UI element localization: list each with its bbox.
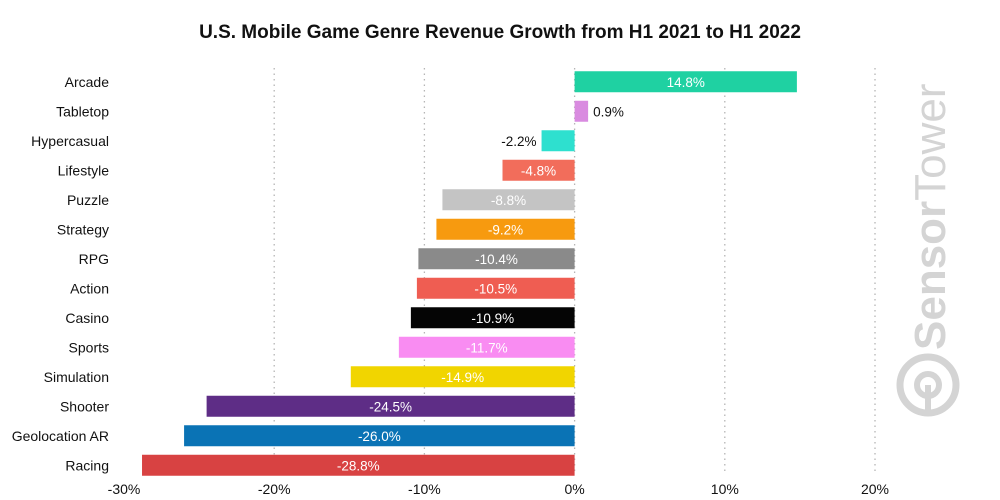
data-label: -10.4% [475,252,518,267]
bar [398,336,575,358]
bar [206,395,575,417]
bar [416,277,575,299]
sensortower-logo-icon [896,353,960,417]
bars-layer: 14.8% 0.9% -2.2% -4.8% -8.8% -9.2% -10.4% -10.5… [142,71,797,476]
data-label: -2.2% [501,134,536,149]
category-label: Lifestyle [58,162,110,178]
data-label: -11.7% [466,340,508,355]
category-label: Arcade [65,74,110,90]
bar [410,307,575,329]
data-label: -9.2% [488,222,523,237]
category-label: Shooter [60,398,109,414]
data-label: 14.8% [667,75,705,90]
category-label: Puzzle [67,192,109,208]
category-axis: Arcade Tabletop Hypercasual Lifestyle Puzzle… [12,74,110,474]
bar [442,189,575,211]
data-label: -10.9% [471,311,514,326]
bar [574,71,797,93]
watermark-text: SensorTower [906,83,955,350]
category-label: Strategy [57,221,109,237]
category-label: Racing [65,457,109,473]
chart-title: U.S. Mobile Game Genre Revenue Growth fr… [199,22,801,43]
data-label: -4.8% [521,163,556,178]
bar [142,454,575,476]
data-label: -24.5% [369,399,412,414]
bar [418,248,575,270]
bar [436,218,575,240]
category-label: Tabletop [56,103,109,119]
category-label: Hypercasual [31,133,109,149]
data-label: 0.9% [593,104,624,119]
data-label: -28.8% [337,458,380,473]
bar [502,159,575,181]
x-tick-label: 0% [564,481,584,497]
category-label: Casino [65,310,109,326]
data-label: -8.8% [491,193,526,208]
category-label: Action [70,280,109,296]
x-tick-label: 20% [861,481,889,497]
bar [574,100,589,122]
value-axis: -30% -20% -10% 0% 10% 20% [108,481,889,497]
bar [350,366,575,388]
bar [184,425,575,447]
bar [541,130,575,152]
category-label: Simulation [44,369,109,385]
x-tick-label: 10% [711,481,739,497]
data-label: -14.9% [441,370,484,385]
x-tick-label: -20% [258,481,291,497]
data-label: -10.5% [474,281,517,296]
category-label: Sports [69,339,109,355]
sensortower-watermark: SensorTower [896,83,960,417]
data-label: -26.0% [358,429,401,444]
category-label: RPG [79,251,109,267]
category-label: Geolocation AR [12,428,109,444]
x-tick-label: -30% [108,481,141,497]
x-tick-label: -10% [408,481,441,497]
